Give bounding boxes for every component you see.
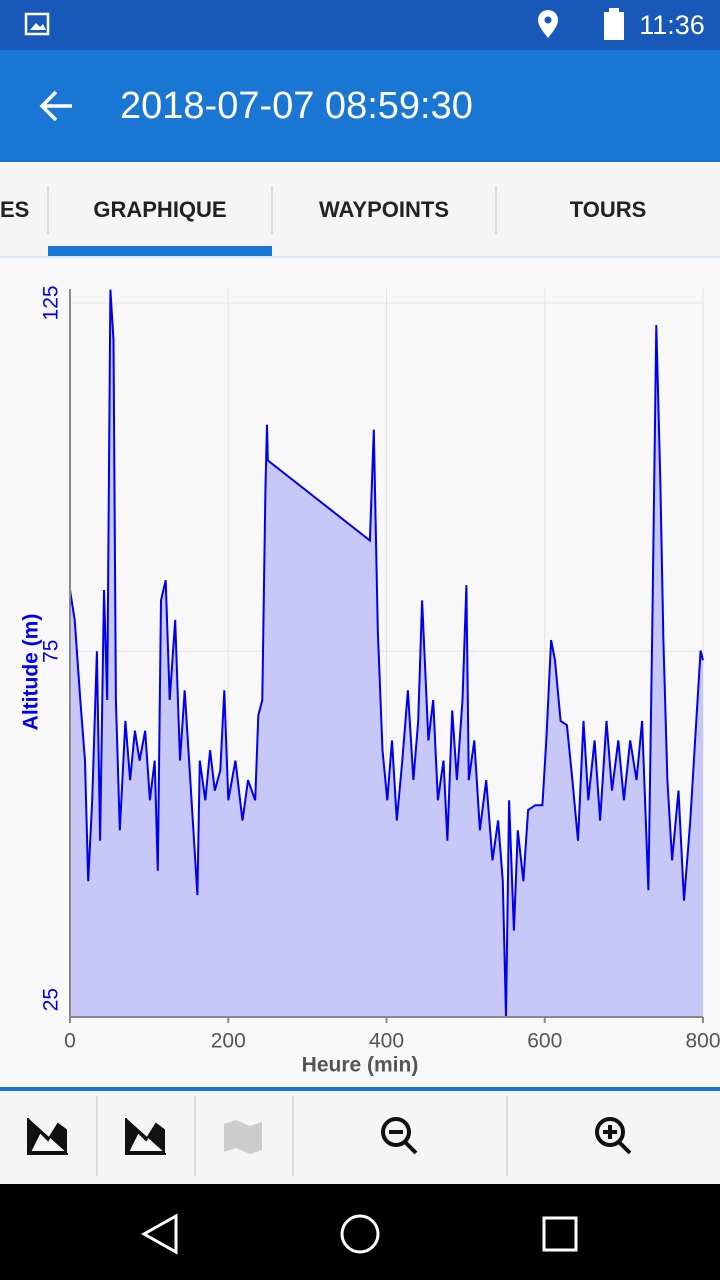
x-tick-label: 200 (211, 1030, 246, 1053)
tab[interactable]: GRAPHIQUE (93, 197, 226, 222)
zoom-out-glyph (389, 1130, 418, 1155)
y-tick-label: 75 (40, 640, 63, 663)
tab-indicator (48, 246, 272, 258)
battery-icon (604, 12, 624, 40)
plot: 25 75 125 0 200 400 600 800 (40, 285, 720, 1052)
x-axis-label: Heure (min) (302, 1054, 419, 1077)
zoom-in-glyph (603, 1125, 632, 1155)
image-icon (24, 12, 50, 36)
toolbar-border (0, 1087, 720, 1091)
tab[interactable]: WAYPOINTS (319, 197, 449, 222)
location-dot (544, 16, 552, 24)
y-tick-label: 125 (40, 285, 63, 320)
area-fill (70, 289, 703, 1017)
map-button[interactable] (224, 1120, 262, 1154)
chart-mode-button[interactable] (125, 1118, 166, 1155)
zoom-out-button[interactable] (381, 1117, 411, 1147)
nav-recents[interactable] (542, 1216, 578, 1252)
x-tick-label: 800 (685, 1030, 720, 1053)
battery-tip (609, 8, 619, 13)
chart-settings-button[interactable] (27, 1118, 68, 1155)
tab-bar (0, 162, 720, 258)
y-axis-label: Altitude (m) (20, 614, 43, 731)
y-tick-label: 25 (40, 988, 63, 1011)
clock: 11:36 (639, 10, 705, 40)
altitude-line (69, 289, 704, 1018)
x-tick-label: 0 (64, 1030, 76, 1053)
x-tick-label: 400 (369, 1030, 404, 1053)
tab-underline (0, 256, 720, 258)
nav-home[interactable] (340, 1214, 380, 1254)
tab[interactable]: ES (0, 197, 29, 222)
zoom-in-button[interactable] (595, 1117, 625, 1147)
x-tick-label: 600 (527, 1030, 562, 1053)
location-icon (538, 10, 558, 38)
image-icon-shape (30, 23, 46, 30)
app-title: 2018-07-07 08:59:30 (120, 85, 473, 127)
nav-bar (0, 1184, 720, 1280)
nav-back[interactable] (140, 1213, 178, 1255)
app-bar (0, 50, 720, 162)
tab[interactable]: TOURS (570, 197, 647, 222)
back-button[interactable] (39, 90, 72, 122)
status-bar (0, 0, 720, 50)
toolbar-dividers (96, 1096, 508, 1176)
